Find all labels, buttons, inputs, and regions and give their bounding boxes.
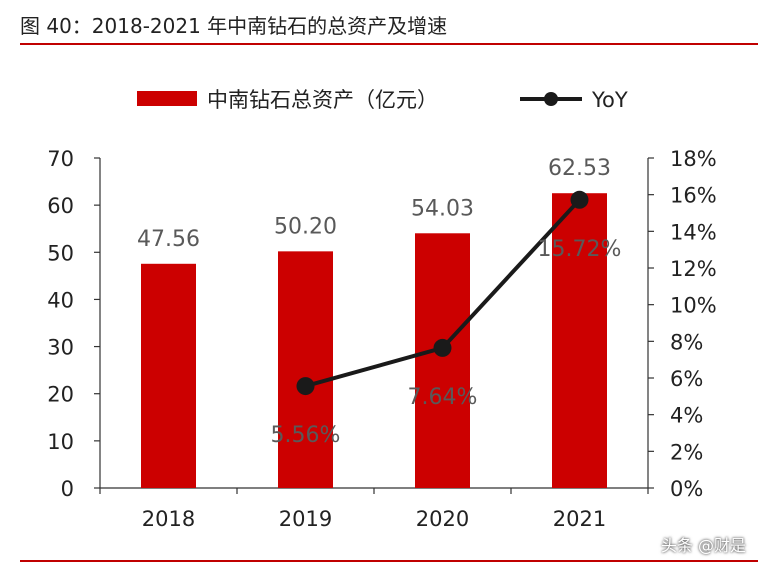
left-tick-label: 70 [47,147,74,171]
title-divider [20,43,758,45]
left-tick-label: 60 [47,194,74,218]
legend-line-label: YoY [591,88,628,112]
bottom-divider [20,560,758,562]
left-tick-label: 10 [47,430,74,454]
x-axis: 2018 2019 2020 2021 [99,487,649,531]
right-tick-label: 4% [670,404,703,428]
left-tick-label: 0 [61,477,74,501]
bar-2018 [141,263,196,488]
left-tick-label: 20 [47,383,74,407]
bar-2021 [552,193,607,489]
bar-value-label: 50.20 [274,214,337,239]
right-tick-label: 6% [670,367,703,391]
legend-bar-label: 中南钻石总资产（亿元） [207,88,438,112]
watermark: 头条 @财是 [660,536,746,555]
right-tick-label: 2% [670,440,703,464]
right-tick-label: 18% [670,147,717,171]
yoy-marker-2020 [433,338,452,357]
line-series: 5.56% 7.64% 15.72% [271,190,622,448]
yoy-marker-2021 [570,190,589,209]
left-tick-label: 30 [47,336,74,360]
x-tick-label: 2020 [416,507,469,531]
right-tick-label: 12% [670,257,717,281]
yoy-value-label: 7.64% [408,385,478,410]
legend-bar-swatch [137,91,197,106]
right-tick-label: 10% [670,294,717,318]
right-tick-label: 16% [670,184,717,208]
bar-value-label: 62.53 [548,156,611,181]
bar-value-label: 47.56 [137,227,200,252]
x-tick-label: 2018 [142,507,195,531]
right-tick-label: 14% [670,220,717,244]
x-tick-label: 2021 [553,507,606,531]
yoy-marker-2019 [296,377,315,396]
right-tick-label: 8% [670,330,703,354]
bar-2020 [415,233,470,488]
yoy-value-label: 5.56% [271,423,341,448]
legend-line-marker [544,92,558,106]
left-tick-label: 50 [47,241,74,265]
bar-series: 47.56 50.20 54.03 62.53 [137,156,611,489]
bar-value-label: 54.03 [411,196,474,221]
yoy-value-label: 15.72% [538,237,622,262]
right-tick-label: 0% [670,477,703,501]
left-tick-label: 40 [47,288,74,312]
x-tick-label: 2019 [279,507,332,531]
chart-legend: 中南钻石总资产（亿元） YoY [137,88,628,112]
left-y-axis: 0 10 20 30 40 50 60 70 [47,147,101,501]
right-y-axis: 0% 2% 4% 6% 8% 10% 12% 14% 16% 18% [647,147,717,501]
figure-title: 图 40：2018-2021 年中南钻石的总资产及增速 [20,14,448,38]
bar-2019 [278,251,333,488]
